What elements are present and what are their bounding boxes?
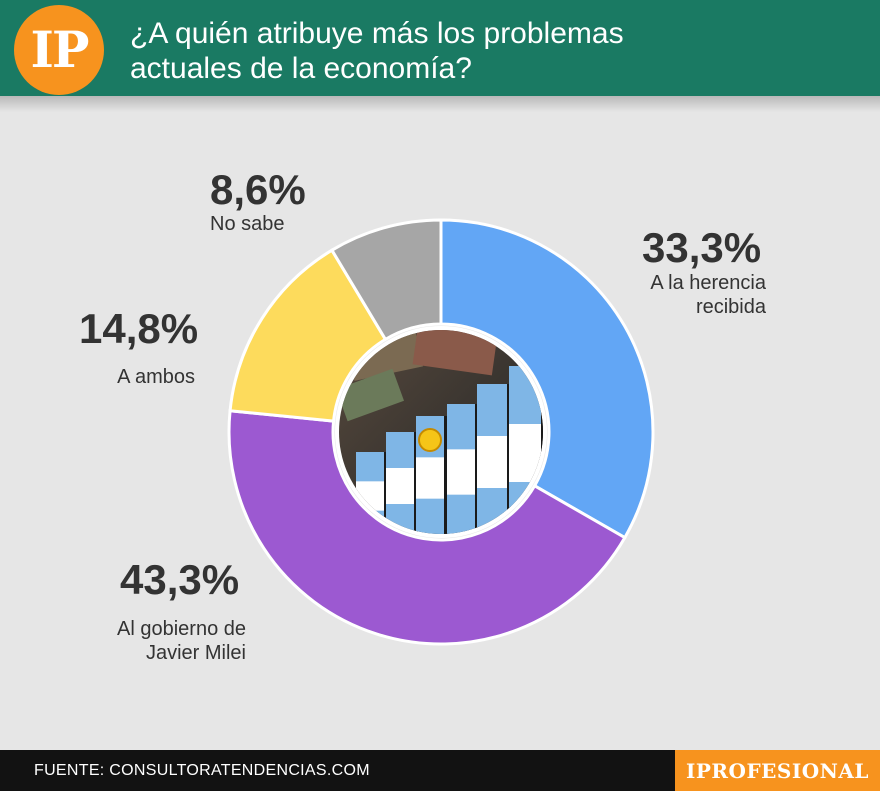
banknote (339, 368, 405, 422)
label-gobierno-line1: Al gobierno de (117, 618, 246, 640)
flag-bar-stripe (356, 452, 384, 482)
banknote (412, 330, 498, 376)
slice-a-la-herencia-recibida (439, 218, 655, 540)
label-herencia-line2: recibida (695, 296, 766, 318)
brand-text: IPROFESIONAL (686, 758, 869, 783)
flag-bar-stripe (386, 468, 414, 505)
center-photo (335, 326, 547, 538)
slice-a-ambos (228, 248, 388, 423)
flag-bar-edge (444, 416, 448, 534)
ip-logo-text: IP (30, 19, 90, 79)
label-ambos-pct: 14,8% (79, 305, 199, 352)
donut-slices (227, 218, 655, 646)
header-shadow (0, 96, 880, 112)
flag-bar-stripe (447, 449, 475, 496)
header-bar: IP ¿A quién atribuye más los problemas a… (0, 0, 880, 96)
label-gobierno-line2: Javier Milei (145, 642, 246, 664)
label-nosabe-line1: No sabe (210, 213, 285, 235)
source-text: FUENTE: CONSULTORATENDENCIAS.COM (34, 762, 370, 779)
slice-no-sabe (329, 218, 443, 342)
slice-al-gobierno-de-javier-milei (227, 409, 627, 646)
flag-bar-stripe (447, 494, 475, 534)
ip-logo: IP (14, 5, 104, 95)
brand-badge: IPROFESIONAL (675, 750, 880, 791)
flag-bar-stripe (477, 384, 507, 437)
page-title: ¿A quién atribuye más los problemas actu… (130, 17, 624, 85)
label-ambos-line1: A ambos (117, 366, 195, 388)
flag-bar-stripe (416, 457, 444, 500)
flag-bar-stripe (386, 432, 414, 469)
flag-bar-stripe (447, 404, 475, 450)
flag-bar-stripe (416, 498, 444, 534)
label-nosabe-pct: 8,6% (210, 166, 306, 213)
sun-of-may-icon (418, 428, 442, 452)
label-gobierno-pct: 43,3% (120, 556, 240, 603)
flag-bar-stripe (477, 436, 507, 489)
label-herencia-line1: A la herencia (650, 272, 766, 294)
footer-bar: FUENTE: CONSULTORATENDENCIAS.COM IPROFES… (0, 750, 880, 791)
label-herencia-pct: 33,3% (642, 224, 762, 271)
